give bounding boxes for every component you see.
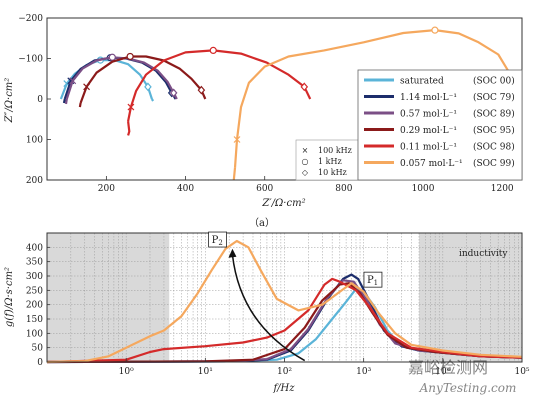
peak-label: P1 xyxy=(367,275,378,287)
arrow-head xyxy=(228,248,237,258)
series-tail-0 xyxy=(150,98,155,102)
legend-label: 0.11 mol·L⁻¹ xyxy=(400,143,457,153)
y-tick-label: −200 xyxy=(18,14,43,24)
series-tail-2 xyxy=(64,98,68,105)
legend-label: 0.57 mol·L⁻¹ xyxy=(400,110,457,120)
marker-label: 100 kHz xyxy=(318,146,352,155)
marker-10khz xyxy=(144,82,152,92)
shaded-region-1 xyxy=(419,233,522,362)
y-axis-label: Z″/Ω·cm² xyxy=(4,78,15,124)
x-tick-label-b: 10⁴ xyxy=(435,367,450,377)
shaded-region-0 xyxy=(47,233,170,362)
y-tick-label-b: 400 xyxy=(26,243,43,253)
y-tick-label-b: 250 xyxy=(26,286,43,296)
x-tick-label-b: 10¹ xyxy=(198,367,213,377)
series-tail-4 xyxy=(127,121,131,136)
series-line-4 xyxy=(127,49,312,122)
drt-series-5 xyxy=(46,239,523,364)
shift-arrow xyxy=(231,254,306,362)
peak-label-box xyxy=(363,271,383,288)
y-tick-label-b: 0 xyxy=(37,358,43,368)
marker-10khz xyxy=(197,85,206,95)
legend-soc: (SOC 79) xyxy=(473,92,515,103)
marker-1khz xyxy=(431,26,439,34)
y-tick-label-b: 50 xyxy=(32,344,44,354)
marker-symbol: × xyxy=(302,146,309,155)
marker-symbol: ○ xyxy=(302,157,309,166)
figure-caption: （a） xyxy=(249,217,275,229)
drt-chart: 10⁰ 10¹ 10² 10³ 10⁴ 10⁵ 0 50 100 150 200 250 300 350… xyxy=(4,231,530,394)
y-tick-label-b: 100 xyxy=(26,329,43,339)
x-tick-label-b: 10² xyxy=(277,367,292,377)
x-tick-label-b: 10³ xyxy=(356,367,371,377)
legend-soc: (SOC 98) xyxy=(473,142,515,153)
nyquist-chart: 200 400 600 800 1000 1200 −200 −100 0 100 200 Z′/… xyxy=(4,14,523,229)
drt-series-4 xyxy=(46,277,523,364)
x-tick-label: 800 xyxy=(335,184,352,194)
legend-soc: (SOC 95) xyxy=(473,125,515,136)
y-tick-label: 0 xyxy=(37,95,43,105)
inductivity-label: inductivity xyxy=(459,249,508,259)
x-tick-label: 200 xyxy=(98,184,115,194)
legend-soc: (SOC 89) xyxy=(473,109,515,120)
peak-label: P2 xyxy=(212,235,223,247)
y-axis-label-b: g(f)/Ω·s·cm² xyxy=(4,267,15,327)
y-tick-label-b: 300 xyxy=(26,272,43,282)
y-tick-label-b: 200 xyxy=(26,301,43,311)
peak-label-box xyxy=(208,231,228,248)
watermark: 嘉峪检测网 AnyTesting.com xyxy=(408,358,516,395)
marker-100khz xyxy=(127,103,135,111)
legend-label: saturated xyxy=(400,77,444,87)
marker-label: 10 kHz xyxy=(318,168,347,177)
x-tick-label-b: 10⁰ xyxy=(119,367,134,377)
marker-10khz xyxy=(300,82,309,92)
marker-100khz xyxy=(69,77,77,85)
y-tick-label: 200 xyxy=(26,176,43,186)
x-tick-label: 400 xyxy=(177,184,194,194)
legend-label: 0.29 mol·L⁻¹ xyxy=(400,126,457,136)
y-tick-label: 100 xyxy=(26,136,43,146)
svg-text:AnyTesting.com: AnyTesting.com xyxy=(419,381,517,395)
series-legend: saturated (SOC 00) 1.14 mol·L⁻¹ (SOC 79) 0.5… xyxy=(357,69,523,181)
marker-1khz xyxy=(126,52,134,61)
svg-text:嘉峪检测网: 嘉峪检测网 xyxy=(408,358,488,377)
legend-label: 1.14 mol·L⁻¹ xyxy=(400,93,457,103)
legend-soc: (SOC 99) xyxy=(473,158,515,169)
y-tick-label-b: 350 xyxy=(26,258,43,268)
marker-1khz xyxy=(108,53,116,61)
marker-10khz xyxy=(169,88,178,98)
series-line-5 xyxy=(233,29,516,168)
series-tail-3 xyxy=(78,102,82,108)
x-axis-label-b: f/Hz xyxy=(272,383,295,394)
legend-soc: (SOC 00) xyxy=(473,76,515,87)
series-tail-5 xyxy=(232,167,237,181)
marker-1khz xyxy=(209,46,217,55)
legend-label: 0.057 mol·L⁻¹ xyxy=(400,159,463,169)
x-tick-label: 1200 xyxy=(491,184,514,194)
x-tick-label: 1000 xyxy=(412,184,435,194)
marker-100khz xyxy=(83,83,91,91)
x-tick-label: 600 xyxy=(256,184,273,194)
y-tick-label-b: 150 xyxy=(26,315,43,325)
series-line-3 xyxy=(79,55,207,104)
x-axis-label: Z′/Ω·cm² xyxy=(261,198,305,209)
x-tick-label-b: 10⁵ xyxy=(514,367,529,377)
marker-legend: × 100 kHz ○ 1 kHz ◇ 10 kHz xyxy=(295,139,359,181)
marker-100khz xyxy=(233,136,241,143)
series-tail-1 xyxy=(62,98,66,104)
marker-label: 1 kHz xyxy=(318,157,342,166)
marker-symbol: ◇ xyxy=(302,168,309,177)
y-tick-label: −100 xyxy=(18,55,43,65)
